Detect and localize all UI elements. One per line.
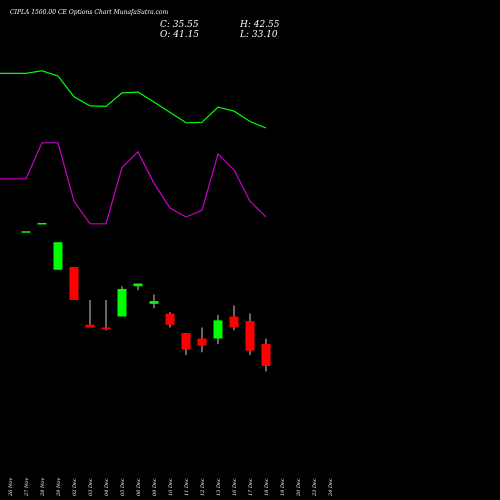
candle-28-nov: [37, 223, 47, 225]
x-tick-label: 09 Dec: [152, 478, 158, 496]
candle-06-dec: [133, 283, 143, 291]
x-tick-label: 03 Dec: [88, 478, 94, 496]
x-tick-label: 26 Nov: [8, 478, 14, 497]
open-readout: O: 41.15: [160, 30, 199, 40]
candle-body: [101, 327, 111, 330]
x-tick-label: 24 Dec: [328, 478, 334, 497]
candle-10-dec: [165, 312, 175, 328]
candle-body: [165, 313, 175, 325]
x-tick-label: 04 Dec: [104, 478, 110, 496]
x-tick-label: 11 Dec: [184, 478, 190, 496]
candle-body: [197, 338, 207, 346]
x-tick-label: 16 Dec: [232, 478, 238, 496]
candle-body: [181, 333, 191, 350]
upper-line-layer: [0, 70, 267, 129]
candle-05-dec: [117, 286, 127, 317]
candle-body: [117, 289, 127, 317]
candle-13-dec: [213, 314, 223, 344]
x-tick-label: 02 Dec: [72, 478, 78, 496]
candles-layer: [21, 223, 271, 372]
candle-17-dec: [245, 313, 255, 355]
x-tick-label: 17 Dec: [248, 478, 254, 496]
candle-02-dec: [69, 267, 79, 300]
x-tick-label: 05 Dec: [120, 478, 126, 496]
candle-body: [229, 316, 239, 328]
candle-29-nov: [53, 242, 63, 270]
x-tick-label: 10 Dec: [168, 478, 174, 496]
candle-09-dec: [149, 294, 159, 309]
candle-04-dec: [101, 300, 111, 331]
candle-body: [149, 301, 159, 304]
close-readout: C: 35.55: [160, 20, 199, 30]
candle-body: [37, 223, 47, 225]
x-tick-label: 13 Dec: [216, 478, 222, 496]
x-tick-label: 28 Nov: [40, 478, 46, 497]
x-tick-label: 19 Dec: [280, 478, 286, 496]
candle-body: [85, 324, 95, 328]
candle-18-dec: [261, 338, 271, 372]
candle-12-dec: [197, 327, 207, 353]
candle-body: [245, 321, 255, 351]
x-tick-label: 12 Dec: [200, 478, 206, 496]
candle-27-nov: [21, 231, 31, 233]
candle-body: [133, 283, 143, 287]
x-tick-label: 29 Nov: [56, 478, 62, 497]
lower-line-layer: [0, 142, 267, 225]
candle-body: [261, 344, 271, 366]
low-readout: L: 33.10: [239, 30, 278, 40]
candle-body: [213, 320, 223, 339]
candle-body: [21, 231, 31, 233]
candle-11-dec: [181, 333, 191, 355]
candle-16-dec: [229, 305, 239, 331]
candle-body: [69, 267, 79, 300]
candle-03-dec: [85, 300, 95, 328]
candle-body: [53, 242, 63, 270]
high-readout: H: 42.55: [239, 20, 280, 30]
chart-title: CIPLA 1560.00 CE Options Chart MunafaSut…: [10, 9, 169, 16]
x-tick-label: 23 Dec: [312, 478, 318, 497]
x-tick-label: 18 Dec: [264, 478, 270, 496]
x-tick-label: 20 Dec: [296, 478, 302, 497]
upper-series-line: [0, 70, 267, 129]
x-axis: 26 Nov 27 Nov 28 Nov 29 Nov 02 Dec 03 Dec 04 D…: [8, 478, 334, 497]
x-tick-label: 27 Nov: [24, 478, 30, 497]
lower-series-line: [0, 142, 267, 225]
x-tick-label: 06 Dec: [136, 478, 142, 496]
